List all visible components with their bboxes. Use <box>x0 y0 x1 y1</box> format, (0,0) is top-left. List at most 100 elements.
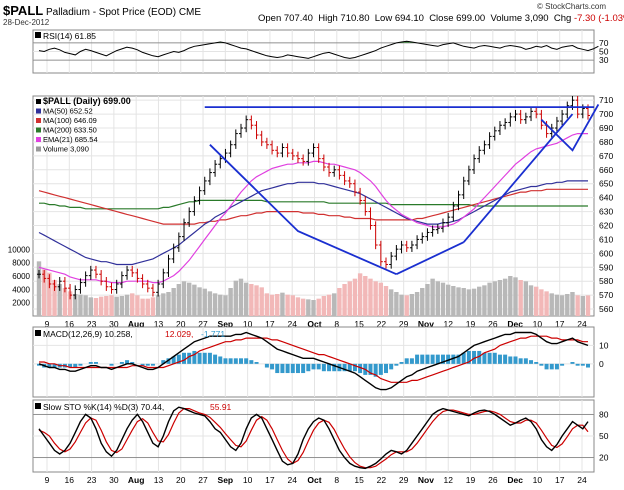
volume-tick-label: 4000 <box>12 285 30 294</box>
sto-tick-label: 50 <box>599 431 609 441</box>
macd-histogram-bar <box>93 362 98 364</box>
volume-bar <box>109 295 114 316</box>
price-bar <box>415 235 420 250</box>
volume-bar <box>316 298 321 316</box>
volume-bar <box>124 294 130 316</box>
date-tick-label: 26 <box>488 319 498 329</box>
macd-histogram-bar <box>409 358 414 364</box>
macd-histogram-bar <box>37 363 41 366</box>
macd-histogram-bar <box>451 354 456 364</box>
volume-bar <box>300 298 306 316</box>
volume-bar <box>176 284 182 316</box>
high-value: 710.80 <box>340 13 370 24</box>
date-tick-label: 26 <box>488 475 498 485</box>
volume-bar <box>523 281 529 316</box>
volume-tick-label: 8000 <box>12 259 30 268</box>
date-tick-label: 13 <box>154 319 164 329</box>
volume-bar <box>88 297 93 316</box>
price-bar <box>311 143 316 158</box>
macd-histogram-bar <box>508 356 513 364</box>
date-tick-label: 10 <box>243 319 253 329</box>
volume-bar <box>311 300 316 316</box>
macd-hist-value: -1.771 <box>201 329 225 339</box>
rsi-line <box>38 40 599 59</box>
price-tick-label: 670 <box>599 151 613 161</box>
price-bar <box>140 274 145 289</box>
price-bar <box>99 270 104 286</box>
volume-bar <box>306 299 311 316</box>
price-tick-label: 560 <box>599 304 613 314</box>
price-bar <box>93 265 98 279</box>
macd-histogram-bar <box>332 363 337 372</box>
legend-label: MA(50) 652.52 <box>43 107 93 116</box>
volume-bar <box>430 278 435 316</box>
legend-swatch <box>36 137 41 142</box>
macd-histogram-bar <box>125 360 130 364</box>
volume-bar <box>150 297 156 316</box>
volume-bar <box>580 296 586 316</box>
price-bar <box>166 254 171 278</box>
macd-histogram-bar <box>145 363 150 366</box>
macd-histogram-bar <box>249 360 254 364</box>
date-tick-label: 23 <box>87 319 97 329</box>
trendline <box>209 144 397 276</box>
volume-bar <box>218 294 223 316</box>
macd-histogram-bar <box>534 362 539 364</box>
price-bar <box>57 277 62 291</box>
volume-bar <box>539 289 544 316</box>
macd-histogram-bar <box>119 362 124 364</box>
volume-bar <box>233 280 239 316</box>
price-bar <box>534 107 539 119</box>
price-bar <box>88 265 93 280</box>
macd-histogram-bar <box>378 363 383 375</box>
macd-histogram-bar <box>316 363 321 370</box>
price-bar <box>130 265 135 278</box>
volume-bar <box>78 294 83 316</box>
price-bar <box>233 129 238 149</box>
price-bar <box>430 225 435 237</box>
legend-swatch <box>36 118 41 123</box>
macd-histogram-bar <box>254 362 259 364</box>
price-bar <box>192 196 197 216</box>
volume-bar <box>445 284 451 316</box>
price-bar <box>306 148 311 166</box>
chg-label: Chg <box>553 13 572 24</box>
price-bar <box>446 212 451 227</box>
price-bar <box>352 179 357 197</box>
macd-histogram-bar <box>223 358 228 364</box>
macd-histogram-bar <box>290 363 295 374</box>
macd-histogram-bar <box>425 354 430 364</box>
volume-bar <box>243 282 249 316</box>
volume-bar <box>559 295 565 316</box>
volume-value: 3,090 <box>524 13 549 24</box>
trendline <box>463 113 574 243</box>
price-bar <box>197 186 202 205</box>
volume-bar <box>373 281 378 316</box>
volume-bar <box>378 282 384 316</box>
price-bar <box>451 201 456 222</box>
macd-legend-swatch <box>35 330 41 336</box>
price-bar <box>280 143 285 158</box>
date-tick-label: Oct <box>307 475 321 485</box>
macd-histogram-bar <box>430 354 435 364</box>
price-bar <box>78 278 83 294</box>
price-tick-label: 600 <box>599 248 613 258</box>
volume-bar <box>342 284 347 316</box>
volume-bar <box>565 294 570 316</box>
quote-bar: Open 707.40 High 710.80 Low 694.10 Close… <box>258 13 624 24</box>
price-bar <box>285 143 290 158</box>
volume-bar <box>249 284 254 316</box>
price-tick-label: 660 <box>599 165 613 175</box>
volume-bar <box>482 285 487 316</box>
price-bar <box>425 228 430 241</box>
volume-bar <box>451 286 456 316</box>
macd-histogram-bar <box>202 352 207 364</box>
macd-histogram-bar <box>415 354 420 364</box>
price-tick-label: 590 <box>599 262 613 272</box>
macd-histogram-bar <box>228 358 233 364</box>
volume-tick-label: 2000 <box>12 299 30 308</box>
price-bar <box>513 109 518 122</box>
price-bar <box>384 257 389 269</box>
macd-histogram-bar <box>529 360 534 364</box>
